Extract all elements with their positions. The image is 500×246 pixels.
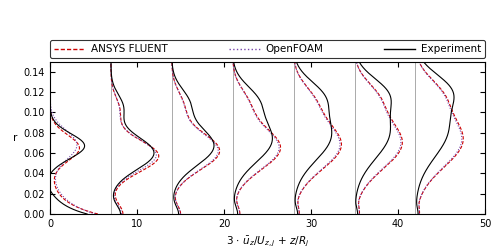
Y-axis label: r: r <box>13 133 18 143</box>
Legend: ANSYS FLUENT, OpenFOAM, Experiment: ANSYS FLUENT, OpenFOAM, Experiment <box>50 40 485 59</box>
X-axis label: 3 $\cdot$ $\bar{u}_z$/$U_{z,j}$ + $z$/$R_j$: 3 $\cdot$ $\bar{u}_z$/$U_{z,j}$ + $z$/$R… <box>226 234 310 246</box>
